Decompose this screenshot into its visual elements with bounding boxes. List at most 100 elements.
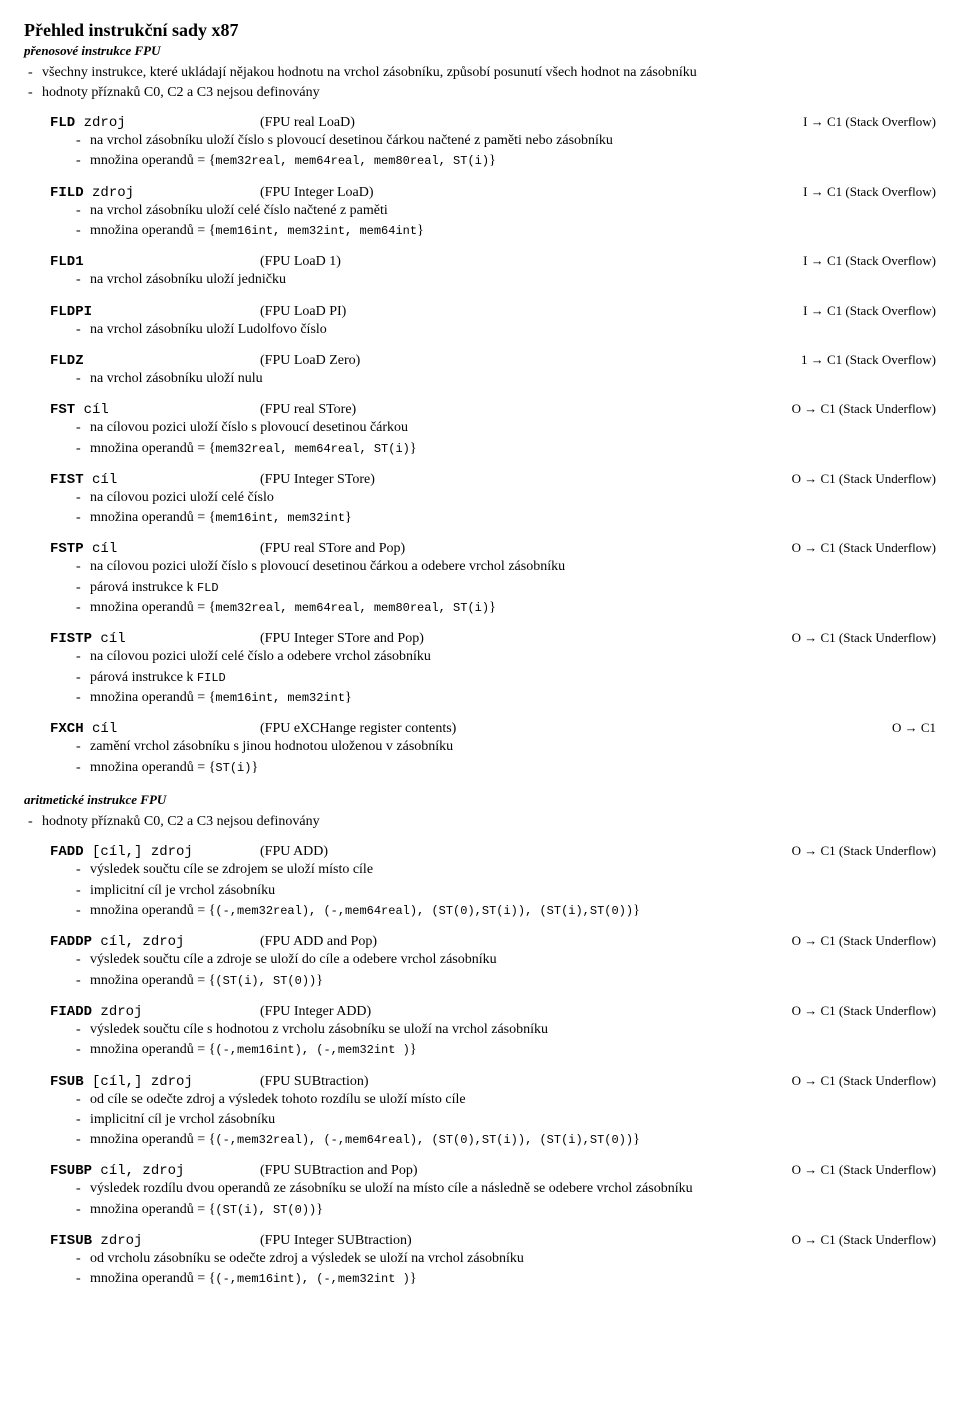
bullet-item: od vrcholu zásobníku se odečte zdroj a v…	[72, 1249, 936, 1269]
operand: cíl	[75, 402, 109, 418]
bullet-item: množina operandů = {mem16int, mem32int, …	[72, 221, 936, 241]
bullet-item: implicitní cíl je vrchol zásobníku	[72, 881, 936, 901]
instruction-header: FXCH cíl(FPU eXCHange register contents)…	[50, 720, 936, 737]
operand-set: ST(i)	[215, 761, 251, 775]
instruction-desc: (FPU ADD and Pop)	[260, 934, 780, 950]
operand: cíl	[84, 721, 118, 737]
instruction-desc: (FPU Integer STore and Pop)	[260, 631, 780, 647]
instruction-header: FIADD zdroj(FPU Integer ADD)O → C1 (Stac…	[50, 1003, 936, 1020]
mnemonic: FXCH	[50, 721, 84, 737]
instruction-block: FISTP cíl(FPU Integer STore and Pop)O → …	[50, 630, 936, 708]
instruction-block: FSUBP cíl, zdroj(FPU SUBtraction and Pop…	[50, 1162, 936, 1220]
bullet-item: množina operandů = {mem16int, mem32int}	[72, 688, 936, 708]
instruction-flags: 1 → C1 (Stack Overflow)	[801, 352, 936, 368]
operand-set: mem32real, mem64real, mem80real, ST(i)	[215, 601, 489, 615]
mnemonic: FILD	[50, 185, 84, 201]
mnemonic: FLD1	[50, 254, 84, 270]
instruction-block: FLD zdroj(FPU real LoaD)I → C1 (Stack Ov…	[50, 114, 936, 172]
section2-notes: hodnoty příznaků C0, C2 a C3 nejsou defi…	[24, 812, 936, 832]
instruction-desc: (FPU Integer SUBtraction)	[260, 1233, 780, 1249]
instruction-flags: I → C1 (Stack Overflow)	[803, 114, 936, 130]
operand: zdroj	[84, 185, 134, 201]
instruction-desc: (FPU real LoaD)	[260, 115, 791, 131]
bullet-item: na cílovou pozici uloží celé číslo a ode…	[72, 647, 936, 667]
mnemonic: FADD	[50, 844, 84, 860]
bullet-item: množina operandů = {(-,mem16int), (-,mem…	[72, 1269, 936, 1289]
instruction-desc: (FPU ADD)	[260, 844, 780, 860]
instruction-desc: (FPU real STore and Pop)	[260, 541, 780, 557]
bullet-item: množina operandů = {(-,mem16int), (-,mem…	[72, 1040, 936, 1060]
bullet-item: množina operandů = {(-,mem32real), (-,me…	[72, 901, 936, 921]
operand-set: FILD	[197, 671, 226, 685]
bullet-item: na vrchol zásobníku uloží Ludolfovo čísl…	[72, 320, 936, 340]
mnemonic: FISUB	[50, 1233, 92, 1249]
mnemonic: FLDZ	[50, 353, 84, 369]
operand-set: mem16int, mem32int	[215, 511, 345, 525]
instruction-flags: O → C1	[892, 720, 936, 736]
mnemonic: FST	[50, 402, 75, 418]
operand-set: (-,mem16int), (-,mem32int )	[215, 1272, 409, 1286]
instruction-flags: O → C1 (Stack Underflow)	[792, 540, 936, 556]
operand-set: (ST(i), ST(0))	[215, 974, 316, 988]
instruction-header: FISTP cíl(FPU Integer STore and Pop)O → …	[50, 630, 936, 647]
bullet-item: na vrchol zásobníku uloží číslo s plovou…	[72, 131, 936, 151]
instruction-desc: (FPU Integer STore)	[260, 472, 780, 488]
instruction-header: FST cíl(FPU real STore)O → C1 (Stack Und…	[50, 401, 936, 418]
bullet-item: na vrchol zásobníku uloží jedničku	[72, 270, 936, 290]
instruction-header: FLDZ (FPU LoaD Zero) 1 → C1 (Stack Overflo…	[50, 352, 936, 369]
instruction-flags: O → C1 (Stack Underflow)	[792, 843, 936, 859]
operand-set: (-,mem16int), (-,mem32int )	[215, 1043, 409, 1057]
bullet-item: na vrchol zásobníku uloží celé číslo nač…	[72, 201, 936, 221]
mnemonic: FSTP	[50, 541, 84, 557]
operand: [cíl,] zdroj	[84, 844, 193, 860]
instruction-flags: O → C1 (Stack Underflow)	[792, 1232, 936, 1248]
page-title: Přehled instrukční sady x87	[24, 20, 936, 41]
mnemonic: FLDPI	[50, 304, 92, 320]
operand-set: mem32real, mem64real, ST(i)	[215, 442, 409, 456]
instruction-flags: O → C1 (Stack Underflow)	[792, 933, 936, 949]
bullet-item: množina operandů = {mem16int, mem32int}	[72, 508, 936, 528]
operand-set: FLD	[197, 581, 219, 595]
mnemonic: FIST	[50, 472, 84, 488]
instruction-flags: O → C1 (Stack Underflow)	[792, 630, 936, 646]
instruction-desc: (FPU Integer LoaD)	[260, 185, 791, 201]
instruction-flags: O → C1 (Stack Underflow)	[792, 471, 936, 487]
instruction-block: FADD [cíl,] zdroj (FPU ADD) O → C1 (Stack …	[50, 843, 936, 921]
instruction-block: FIST cíl (FPU Integer STore) O → C1 (Stack…	[50, 471, 936, 529]
bullet-item: množina operandů = {(-,mem32real), (-,me…	[72, 1130, 936, 1150]
operand: zdroj	[92, 1233, 142, 1249]
bullet-item: výsledek součtu cíle se zdrojem se uloží…	[72, 860, 936, 880]
instruction-desc: (FPU LoaD Zero)	[260, 353, 789, 369]
instruction-block: FLDZ (FPU LoaD Zero) 1 → C1 (Stack Overflo…	[50, 352, 936, 389]
bullet-item: párová instrukce k FILD	[72, 668, 936, 688]
operand-set: (ST(i), ST(0))	[215, 1203, 316, 1217]
instruction-block: FILD zdroj (FPU Integer LoaD) I → C1 (Stac…	[50, 184, 936, 242]
instruction-flags: O → C1 (Stack Underflow)	[792, 1003, 936, 1019]
operand-set: mem16int, mem32int, mem64int	[215, 224, 417, 238]
bullet-item: od cíle se odečte zdroj a výsledek tohot…	[72, 1090, 936, 1110]
instruction-flags: I → C1 (Stack Overflow)	[803, 184, 936, 200]
operand: cíl	[84, 472, 118, 488]
operand-set: (-,mem32real), (-,mem64real), (ST(0),ST(…	[215, 904, 633, 918]
section1-notes: všechny instrukce, které ukládají nějako…	[24, 63, 936, 102]
instruction-flags: O → C1 (Stack Underflow)	[792, 1162, 936, 1178]
instruction-block: FISUB zdroj (FPU Integer SUBtraction) O → …	[50, 1232, 936, 1290]
bullet-item: množina operandů = {mem32real, mem64real…	[72, 439, 936, 459]
instruction-desc: (FPU SUBtraction)	[260, 1074, 780, 1090]
note-item: všechny instrukce, které ukládají nějako…	[24, 63, 936, 83]
instruction-header: FLD zdroj(FPU real LoaD)I → C1 (Stack Ov…	[50, 114, 936, 131]
mnemonic: FLD	[50, 115, 75, 131]
bullet-item: množina operandů = {mem32real, mem64real…	[72, 598, 936, 618]
instruction-header: FLDPI(FPU LoaD PI)I → C1 (Stack Overflow…	[50, 303, 936, 320]
instruction-desc: (FPU LoaD PI)	[260, 304, 791, 320]
section2-label: aritmetické instrukce FPU	[24, 792, 936, 808]
instruction-desc: (FPU Integer ADD)	[260, 1004, 780, 1020]
instruction-header: FADD [cíl,] zdroj (FPU ADD) O → C1 (Stack …	[50, 843, 936, 860]
instruction-flags: O → C1 (Stack Underflow)	[792, 401, 936, 417]
bullet-item: množina operandů = {(ST(i), ST(0))}	[72, 1200, 936, 1220]
instruction-block: FSTP cíl(FPU real STore and Pop)O → C1 (…	[50, 540, 936, 618]
instruction-header: FILD zdroj (FPU Integer LoaD) I → C1 (Stac…	[50, 184, 936, 201]
bullet-item: na cílovou pozici uloží celé číslo	[72, 488, 936, 508]
instruction-block: FLD1(FPU LoaD 1)I → C1 (Stack Overflow)n…	[50, 253, 936, 290]
mnemonic: FSUB	[50, 1074, 84, 1090]
